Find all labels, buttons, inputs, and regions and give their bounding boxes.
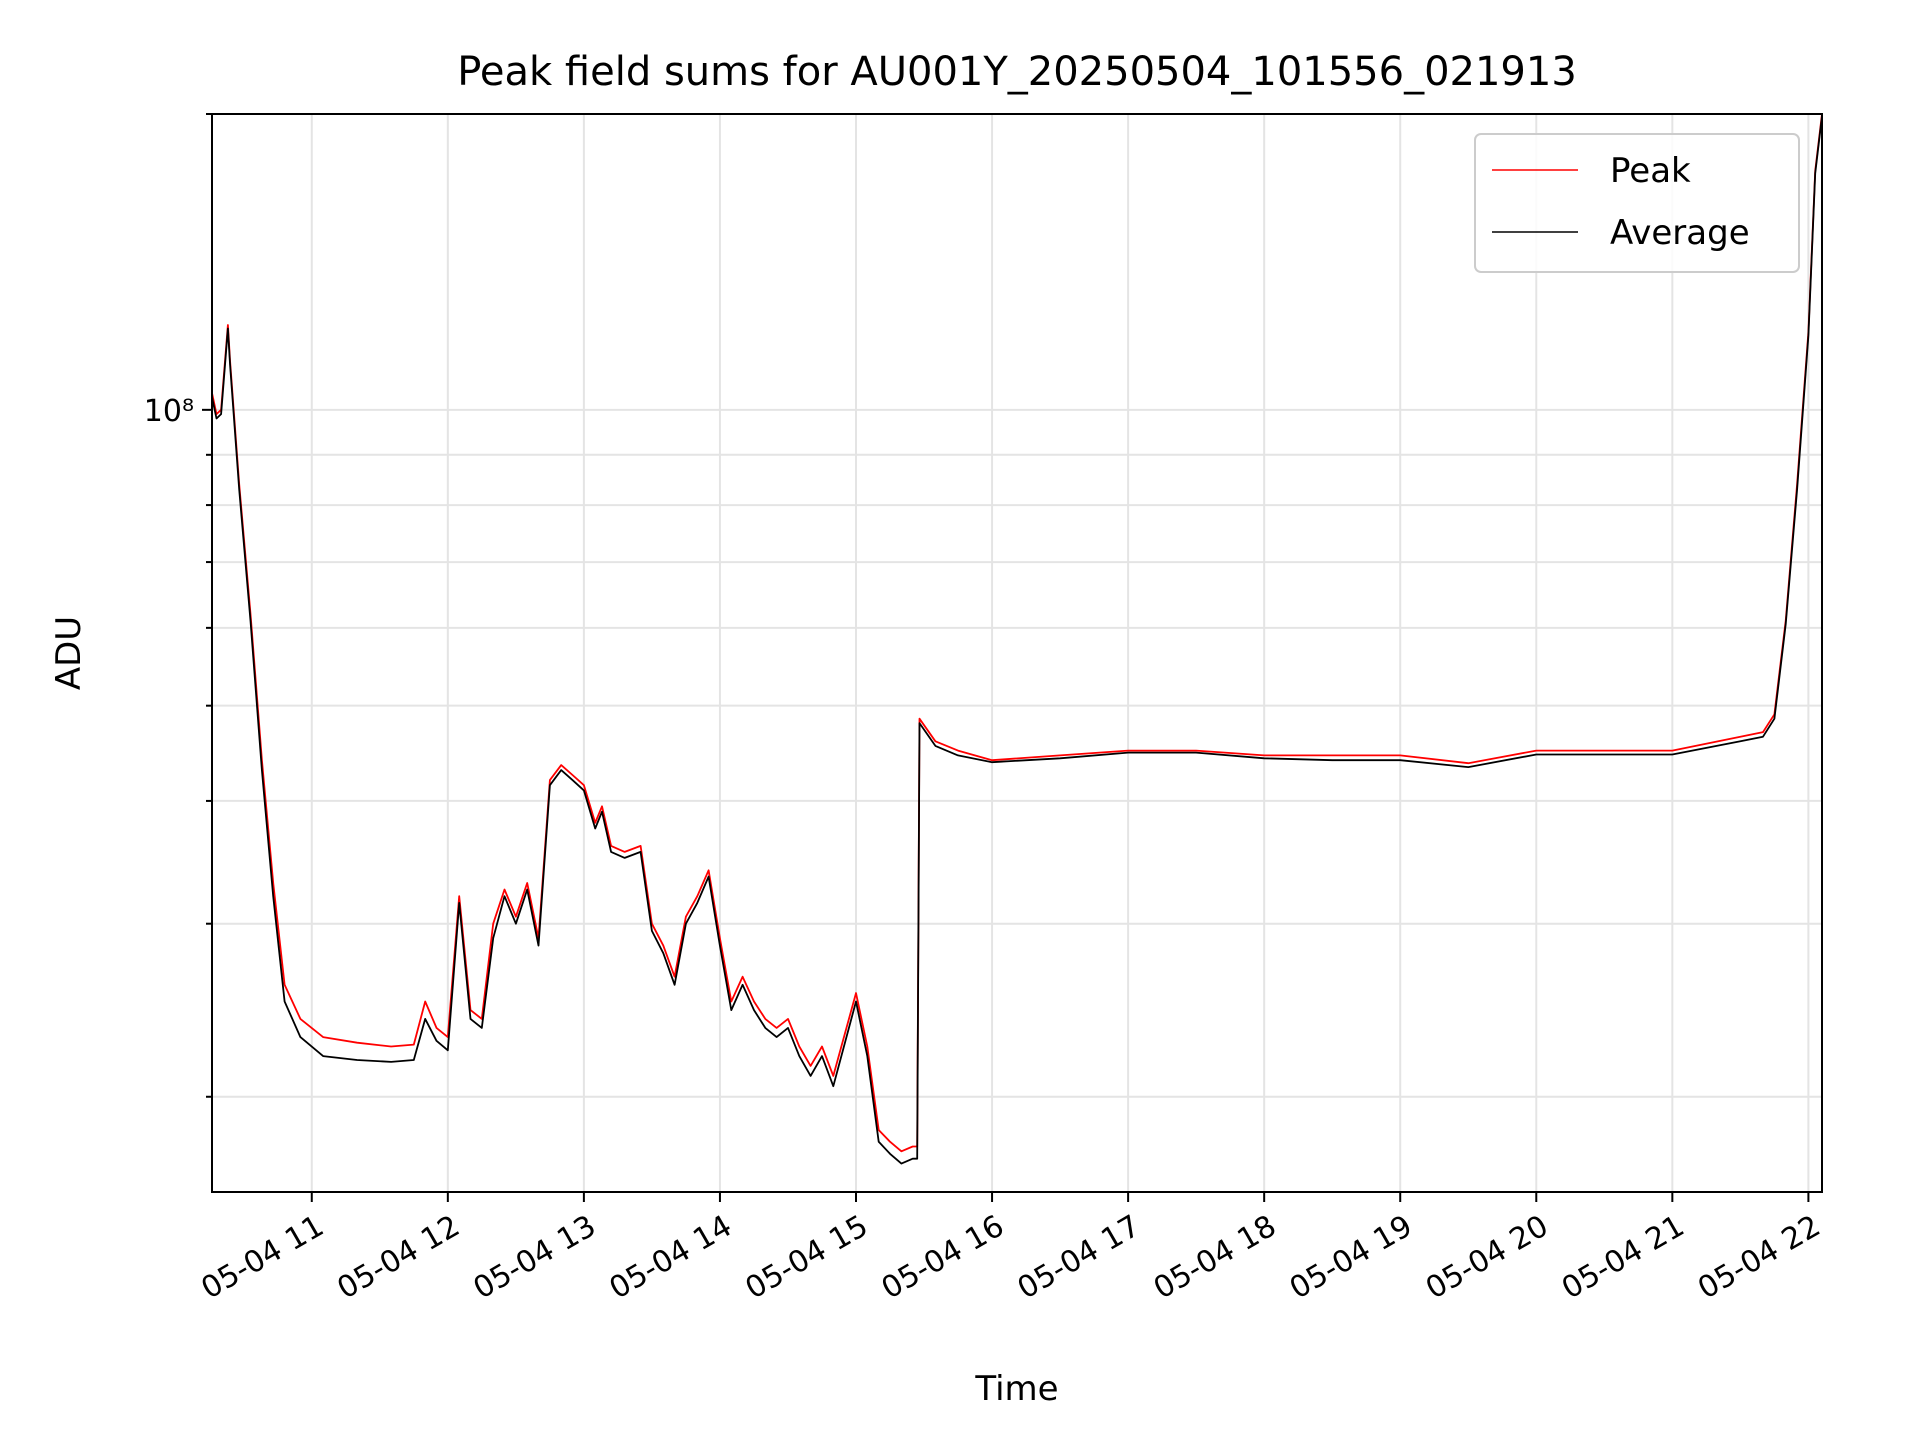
chart-title: Peak field sums for AU001Y_20250504_1015… bbox=[457, 49, 1577, 95]
y-axis-ticks: 10⁸ bbox=[144, 113, 212, 1098]
legend-label-peak: Peak bbox=[1610, 151, 1691, 191]
series-lines bbox=[211, 113, 1823, 1165]
x-axis-label: Time bbox=[974, 1369, 1058, 1409]
series-line-peak bbox=[211, 113, 1823, 1153]
series-line-average bbox=[211, 115, 1823, 1165]
legend-label-average: Average bbox=[1610, 213, 1750, 253]
plot-frame bbox=[211, 113, 1823, 1193]
y-axis-label: ADU bbox=[49, 616, 89, 690]
legend: Peak Average bbox=[1474, 133, 1800, 273]
y-tick-label: 10⁸ bbox=[144, 394, 194, 429]
legend-box bbox=[1474, 133, 1800, 273]
